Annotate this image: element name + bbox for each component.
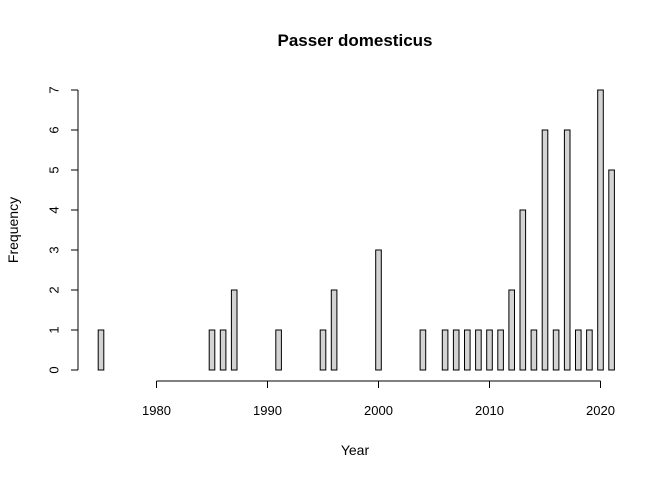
bar-2004 xyxy=(419,329,427,371)
y-tick-label-6: 6 xyxy=(47,126,62,133)
bar-2011 xyxy=(497,329,504,371)
y-axis-label: Frequency xyxy=(5,197,21,263)
bar-2013 xyxy=(519,209,527,371)
bar-2010 xyxy=(486,329,493,371)
bar-1985 xyxy=(208,329,216,371)
bar-2007 xyxy=(452,329,460,371)
chart-title: Passer domesticus xyxy=(278,31,433,50)
y-tick-label-7: 7 xyxy=(47,86,62,93)
bar-2000 xyxy=(375,249,382,371)
bar-2012 xyxy=(508,289,515,371)
bar-2020 xyxy=(597,89,604,371)
y-tick-label-4: 4 xyxy=(47,206,62,213)
bar-1995 xyxy=(319,329,327,371)
bar-1991 xyxy=(275,329,282,371)
bar-2009 xyxy=(475,329,482,371)
x-tick-label-2010: 2010 xyxy=(475,403,504,418)
bar-2018 xyxy=(575,329,582,371)
y-tick-label-5: 5 xyxy=(47,166,62,173)
bar-2008 xyxy=(464,329,471,371)
y-tick-label-0: 0 xyxy=(47,366,62,373)
x-tick-label-1990: 1990 xyxy=(253,403,282,418)
bars-group xyxy=(97,89,615,371)
bar-2014 xyxy=(530,329,538,371)
x-tick-label-2020: 2020 xyxy=(586,403,615,418)
bar-2021 xyxy=(608,169,615,371)
bar-2006 xyxy=(441,329,449,371)
x-axis-label: Year xyxy=(341,442,370,458)
bar-2015 xyxy=(541,129,549,371)
x-tick-label-1980: 1980 xyxy=(142,403,171,418)
y-axis: 0 1 2 3 4 5 6 7 xyxy=(47,86,79,374)
y-tick-label-2: 2 xyxy=(47,286,62,293)
bar-2019 xyxy=(586,329,593,371)
bar-2017 xyxy=(563,129,571,371)
y-tick-label-3: 3 xyxy=(47,246,62,253)
bar-1987 xyxy=(230,289,238,371)
x-axis: 1980 1990 2000 2010 2020 xyxy=(142,380,615,418)
bar-1975 xyxy=(97,329,105,371)
bar-1986 xyxy=(219,329,227,371)
y-tick-label-1: 1 xyxy=(47,326,62,333)
x-tick-label-2000: 2000 xyxy=(364,403,393,418)
bar-2016 xyxy=(552,329,560,371)
bar-1996 xyxy=(330,289,338,371)
